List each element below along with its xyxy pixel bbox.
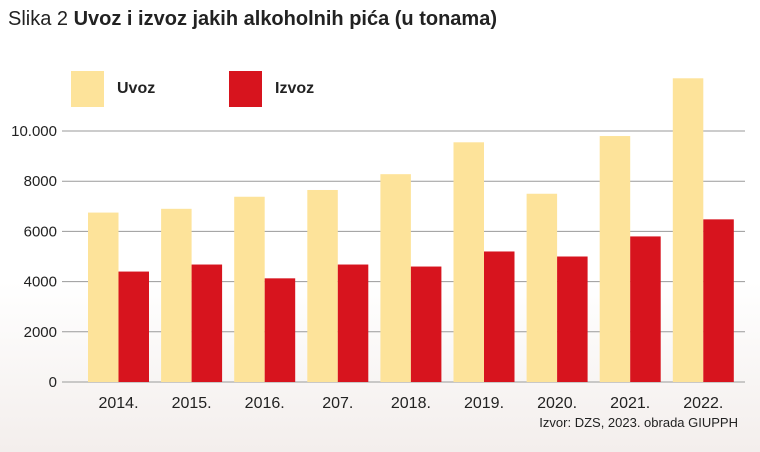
legend-item-uvoz: Uvoz <box>71 71 155 107</box>
bar-uvoz-2020 <box>526 193 558 382</box>
legend-item-izvoz: Izvoz <box>229 71 314 107</box>
labels-layer: 0 2000 4000 6000 8000 10.000 2014. 2015. 2016. 20… <box>11 123 723 412</box>
bars-layer <box>88 78 734 382</box>
x-tick-label: 2014. <box>98 395 138 412</box>
x-tick-label: 2021. <box>610 395 650 412</box>
y-tick-label: 6000 <box>24 223 57 240</box>
y-tick-label: 0 <box>49 374 57 391</box>
legend-label-izvoz: Izvoz <box>275 80 315 97</box>
legend-label-uvoz: Uvoz <box>117 80 156 97</box>
bar-izvoz-2014 <box>118 271 149 382</box>
chart-title: Slika 2 Uvoz i izvoz jakih alkoholnih pi… <box>8 8 497 31</box>
bar-izvoz-2016 <box>264 278 296 382</box>
bar-izvoz-2021 <box>630 236 661 382</box>
figure-number: Slika 2 <box>8 8 69 30</box>
legend-swatch-izvoz <box>229 71 262 107</box>
x-tick-label: 2015. <box>172 395 212 412</box>
bar-izvoz-2022 <box>703 219 734 382</box>
bar-izvoz-207 <box>337 264 369 382</box>
bar-izvoz-2015 <box>191 264 223 382</box>
bar-izvoz-2020 <box>557 256 588 382</box>
y-tick-label: 10.000 <box>11 123 57 140</box>
bar-uvoz-2021 <box>599 136 631 382</box>
bar-uvoz-2016 <box>234 196 265 382</box>
x-tick-label: 2016. <box>245 395 285 412</box>
bar-uvoz-2019 <box>453 142 484 382</box>
y-tick-label: 2000 <box>24 324 57 341</box>
x-tick-label: 2019. <box>464 395 504 412</box>
bar-uvoz-2015 <box>161 208 192 382</box>
bar-uvoz-2018 <box>380 174 411 382</box>
source-note: Izvor: DZS, 2023. obrada GIUPPH <box>539 415 738 430</box>
chart-title-main: Uvoz i izvoz jakih alkoholnih pića (u to… <box>73 8 497 30</box>
bar-uvoz-207 <box>307 189 338 382</box>
y-tick-label: 8000 <box>24 173 57 190</box>
x-tick-label: 2020. <box>537 395 577 412</box>
x-tick-label: 2018. <box>391 395 431 412</box>
bar-uvoz-2014 <box>88 212 119 382</box>
y-tick-label: 4000 <box>24 274 57 291</box>
bar-izvoz-2019 <box>484 251 515 382</box>
legend-swatch-uvoz <box>71 71 104 107</box>
bar-uvoz-2022 <box>672 78 704 382</box>
x-tick-label: 2022. <box>683 395 723 412</box>
bar-izvoz-2018 <box>410 266 442 382</box>
x-tick-label: 207. <box>322 395 353 412</box>
